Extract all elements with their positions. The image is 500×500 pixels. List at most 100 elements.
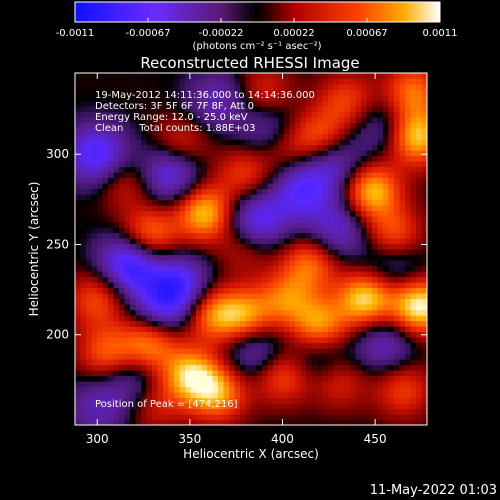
heatmap-cell [328, 210, 335, 217]
heatmap-cell [366, 309, 373, 316]
heatmap-cell [212, 183, 219, 190]
heatmap-cell [196, 144, 203, 151]
heatmap-cell [146, 381, 153, 388]
heatmap-cell [141, 364, 148, 371]
heatmap-cell [328, 122, 335, 129]
heatmap-cell [190, 227, 197, 234]
heatmap-cell [383, 128, 390, 135]
heatmap-cell [174, 84, 181, 91]
heatmap-cell [361, 414, 368, 421]
heatmap-cell [135, 84, 142, 91]
heatmap-cell [201, 183, 208, 190]
heatmap-cell [328, 216, 335, 223]
heatmap-cell [207, 100, 214, 107]
heatmap-cell [190, 111, 197, 118]
heatmap-cell [179, 144, 186, 151]
heatmap-cell [366, 381, 373, 388]
heatmap-cell [405, 106, 412, 113]
heatmap-cell [163, 331, 170, 338]
heatmap-cell [146, 188, 153, 195]
heatmap-cell [300, 117, 307, 124]
heatmap-cell [130, 254, 137, 261]
heatmap-cell [146, 293, 153, 300]
heatmap-cell [229, 397, 236, 404]
heatmap-cell [328, 326, 335, 333]
heatmap-cell [267, 84, 274, 91]
heatmap-cell [174, 199, 181, 206]
heatmap-cell [344, 397, 351, 404]
heatmap-cell [267, 249, 274, 256]
heatmap-cell [91, 89, 98, 96]
heatmap-cell [421, 128, 427, 135]
heatmap-cell [300, 205, 307, 212]
heatmap-cell [152, 271, 159, 278]
heatmap-cell [339, 375, 346, 382]
heatmap-cell [240, 78, 247, 85]
heatmap-cell [410, 133, 417, 140]
heatmap-cell [383, 183, 390, 190]
heatmap-cell [108, 78, 115, 85]
heatmap-cell [410, 73, 417, 80]
heatmap-cell [179, 315, 186, 322]
heatmap-cell [278, 111, 285, 118]
heatmap-cell [152, 298, 159, 305]
heatmap-cell [229, 106, 236, 113]
heatmap-cell [289, 155, 296, 162]
heatmap-cell [119, 293, 126, 300]
heatmap-cell [102, 392, 109, 399]
heatmap-cell [190, 419, 197, 425]
heatmap-cell [141, 106, 148, 113]
heatmap-cell [240, 128, 247, 135]
heatmap-cell [355, 216, 362, 223]
heatmap-cell [245, 150, 252, 157]
heatmap-cell [108, 150, 115, 157]
heatmap-cell [383, 205, 390, 212]
heatmap-cell [163, 177, 170, 184]
heatmap-cell [141, 111, 148, 118]
annotation-time-range: 19-May-2012 14:11:36.000 to 14:14:36.000 [95, 90, 315, 101]
heatmap-cell [273, 95, 280, 102]
heatmap-cell [278, 375, 285, 382]
heatmap-cell [394, 100, 401, 107]
heatmap-cell [361, 144, 368, 151]
heatmap-cell [328, 265, 335, 272]
heatmap-cell [339, 238, 346, 245]
heatmap-cell [300, 348, 307, 355]
heatmap-cell [410, 210, 417, 217]
heatmap-cell [405, 150, 412, 157]
heatmap-cell [130, 177, 137, 184]
heatmap-cell [113, 177, 120, 184]
heatmap-cell [185, 403, 192, 410]
heatmap-cell [229, 348, 236, 355]
heatmap-cell [377, 106, 384, 113]
heatmap-cell [267, 397, 274, 404]
heatmap-cell [361, 348, 368, 355]
heatmap-cell [322, 106, 329, 113]
heatmap-cell [102, 254, 109, 261]
heatmap-cell [410, 337, 417, 344]
heatmap-cell [91, 276, 98, 283]
heatmap-cell [350, 260, 357, 267]
heatmap-cell [229, 232, 236, 239]
heatmap-cell [328, 381, 335, 388]
heatmap-cell [262, 155, 269, 162]
heatmap-cell [108, 232, 115, 239]
heatmap-cell [366, 254, 373, 261]
heatmap-cell [163, 386, 170, 393]
heatmap-cell [317, 73, 324, 80]
heatmap-cell [146, 111, 153, 118]
heatmap-cell [245, 414, 252, 421]
heatmap-cell [119, 408, 126, 415]
heatmap-cell [256, 370, 263, 377]
heatmap-cell [212, 238, 219, 245]
heatmap-cell [394, 320, 401, 327]
heatmap-cell [218, 326, 225, 333]
heatmap-cell [207, 414, 214, 421]
heatmap-cell [108, 117, 115, 124]
heatmap-cell [113, 249, 120, 256]
heatmap-cell [75, 342, 82, 349]
heatmap-cell [333, 133, 340, 140]
heatmap-cell [80, 342, 87, 349]
heatmap-cell [416, 194, 423, 201]
heatmap-cell [245, 73, 252, 80]
